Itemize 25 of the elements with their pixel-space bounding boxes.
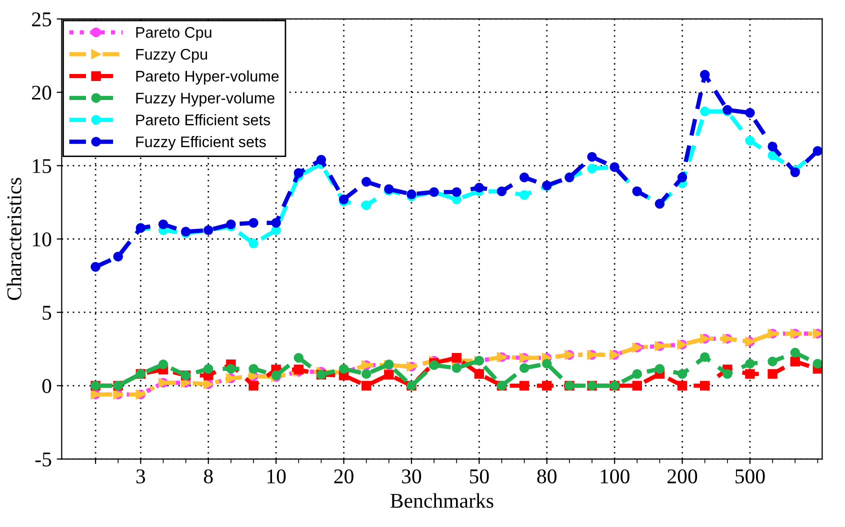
y-tick-label: 5: [42, 306, 52, 320]
y-tick-label: 15: [32, 159, 52, 174]
x-tick-label: 8: [204, 469, 213, 484]
y-tick-label: 0: [42, 379, 52, 394]
y-tick-label: -5: [35, 452, 52, 466]
x-tick-label: 200: [668, 469, 698, 484]
legend-label: Fuzzy Efficient sets: [136, 136, 266, 150]
x-axis-title: Benchmarks: [390, 493, 494, 508]
x-tick-label: 50: [470, 469, 489, 484]
legend-label: Pareto Hyper-volume: [136, 70, 279, 85]
legend-label: Fuzzy Cpu: [136, 48, 208, 63]
y-tick-label: 20: [32, 86, 52, 100]
x-tick-label: 10: [267, 469, 286, 484]
x-tick-label: 20: [334, 469, 354, 484]
legend-label: Fuzzy Hyper-volume: [136, 92, 274, 106]
legend-label: Pareto Efficient sets: [136, 114, 270, 126]
x-tick-label: 500: [736, 469, 765, 484]
x-tick-label: 80: [537, 469, 556, 484]
x-tick-label: 100: [600, 469, 630, 484]
y-tick-label: 25: [32, 12, 52, 26]
x-tick-label: 3: [136, 469, 146, 484]
y-tick-label: 10: [32, 232, 52, 246]
x-tick-label: 30: [402, 469, 422, 484]
y-axis-title: Characteristics: [6, 178, 22, 300]
legend-label: Pareto Cpu: [136, 27, 212, 41]
